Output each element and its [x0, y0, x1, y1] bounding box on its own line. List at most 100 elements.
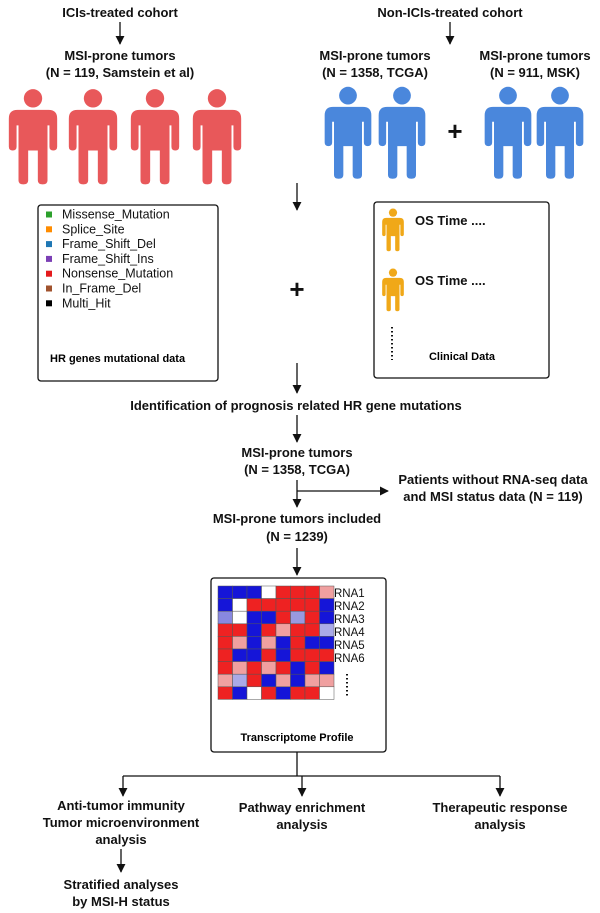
heatmap-cell — [261, 661, 277, 675]
heatmap-cell — [261, 673, 277, 688]
heatmap-cell — [261, 636, 277, 650]
immunity-output-line-3: analysis — [95, 832, 146, 847]
rna-label-3: RNA3 — [334, 614, 365, 626]
excluded-patients-line-2: and MSI status data (N = 119) — [403, 489, 583, 504]
heatmap-cell — [304, 636, 320, 650]
heatmap-cell — [246, 598, 262, 612]
heatmap-cell — [232, 673, 248, 688]
heatmap-cell — [217, 648, 233, 662]
legend-swatch-3 — [46, 241, 52, 248]
heatmap-cell — [275, 610, 291, 625]
rna-label-2: RNA2 — [334, 601, 365, 613]
heatmap-cell — [217, 661, 233, 675]
clinical-data-box — [373, 201, 550, 379]
included-step-subtitle: (N = 1239) — [266, 529, 328, 544]
heatmap-cell — [261, 610, 277, 625]
heatmap-cell — [319, 623, 335, 637]
rna-label-1: RNA1 — [334, 588, 365, 600]
heatmap-cell — [232, 661, 248, 675]
legend-label-7: Multi_Hit — [62, 296, 111, 310]
heatmap-cell — [290, 623, 306, 637]
heatmap-cell — [290, 585, 306, 599]
legend-label-5: Nonsense_Mutation — [62, 267, 173, 281]
rna-label-6: RNA6 — [334, 653, 365, 665]
heatmap-cell — [232, 636, 248, 650]
heatmap-cell — [304, 623, 320, 637]
msk-people-group — [484, 86, 584, 179]
heatmap-cell — [261, 623, 277, 637]
icis-person-icon-1 — [8, 89, 58, 185]
legend-label-2: Splice_Site — [62, 222, 125, 236]
heatmap-cell — [275, 648, 291, 662]
transcriptome-box-title: Transcriptome Profile — [240, 732, 353, 744]
icis-person-icon-3 — [130, 89, 180, 185]
legend-swatch-2 — [46, 226, 52, 233]
legend-swatch-5 — [46, 270, 52, 277]
heatmap-cell — [319, 686, 335, 700]
cohort-plus-sign: + — [447, 116, 462, 146]
heatmap-cell — [275, 661, 291, 675]
msk-person-icon-1 — [484, 86, 532, 179]
stratified-output-line-2: by MSI-H status — [72, 894, 170, 909]
heatmap-cell — [275, 673, 291, 688]
icis-cohort-title: MSI-prone tumors — [64, 48, 175, 63]
tcga-step-subtitle: (N = 1358, TCGA) — [244, 462, 350, 477]
heatmap-cell — [290, 598, 306, 612]
heatmap-cell — [304, 673, 320, 688]
heatmap-cell — [217, 610, 233, 625]
stratified-output-line-1: Stratified analyses — [64, 877, 179, 892]
heatmap-cell — [246, 673, 262, 688]
rna-label-4: RNA4 — [334, 627, 365, 639]
heatmap-cell — [232, 598, 248, 612]
icis-people-group — [8, 89, 242, 185]
heatmap-cell — [217, 585, 233, 599]
tcga-step-title: MSI-prone tumors — [241, 445, 352, 460]
heatmap-cell — [290, 686, 306, 700]
heatmap-cell — [217, 636, 233, 650]
icis-cohort-subtitle: (N = 119, Samstein et al) — [46, 65, 194, 80]
heatmap-cell — [232, 648, 248, 662]
clinical-row-2: OS Time .... — [415, 273, 486, 288]
heatmap-cell — [232, 610, 248, 625]
legend-swatch-7 — [46, 300, 52, 307]
excluded-patients-line-1: Patients without RNA-seq data — [398, 472, 588, 487]
identification-step: Identification of prognosis related HR g… — [130, 398, 462, 413]
legend-swatch-1 — [46, 211, 52, 218]
msk-person-icon-2 — [536, 86, 584, 179]
rna-label-5: RNA5 — [334, 640, 365, 652]
heatmap-cell — [246, 661, 262, 675]
legend-label-3: Frame_Shift_Del — [62, 237, 156, 251]
heatmap-cell — [261, 585, 277, 599]
heatmap-cell — [275, 585, 291, 599]
heatmap-cell — [246, 623, 262, 637]
heatmap-cell — [275, 686, 291, 700]
heatmap-cell — [217, 673, 233, 688]
heatmap-cell — [275, 598, 291, 612]
heatmap-cell — [290, 673, 306, 688]
heatmap-cell — [261, 598, 277, 612]
therapeutic-output-line-1: Therapeutic response — [432, 800, 567, 815]
heatmap-cell — [261, 648, 277, 662]
legend-label-4: Frame_Shift_Ins — [62, 252, 154, 266]
tcga-cohort-title: MSI-prone tumors — [319, 48, 430, 63]
heatmap-cell — [246, 636, 262, 650]
heatmap-cell — [304, 686, 320, 700]
therapeutic-output-line-2: analysis — [474, 817, 525, 832]
pathway-output-line-2: analysis — [276, 817, 327, 832]
tcga-cohort-subtitle: (N = 1358, TCGA) — [322, 65, 428, 80]
mutation-legend: Missense_MutationSplice_SiteFrame_Shift_… — [46, 208, 173, 310]
msk-cohort-title: MSI-prone tumors — [479, 48, 590, 63]
heatmap-cell — [217, 623, 233, 637]
tcga-people-group — [324, 86, 426, 179]
heatmap-cell — [217, 598, 233, 612]
heatmap-cell — [232, 585, 248, 599]
msk-cohort-subtitle: (N = 911, MSK) — [490, 65, 580, 80]
heatmap-cell — [319, 661, 335, 675]
heatmap-cell — [319, 610, 335, 625]
tcga-person-icon-2 — [378, 86, 426, 179]
heatmap-cell — [246, 648, 262, 662]
heatmap-cell — [304, 648, 320, 662]
heatmap-cell — [319, 598, 335, 612]
heatmap-cell — [232, 686, 248, 700]
heatmap-cell — [304, 661, 320, 675]
